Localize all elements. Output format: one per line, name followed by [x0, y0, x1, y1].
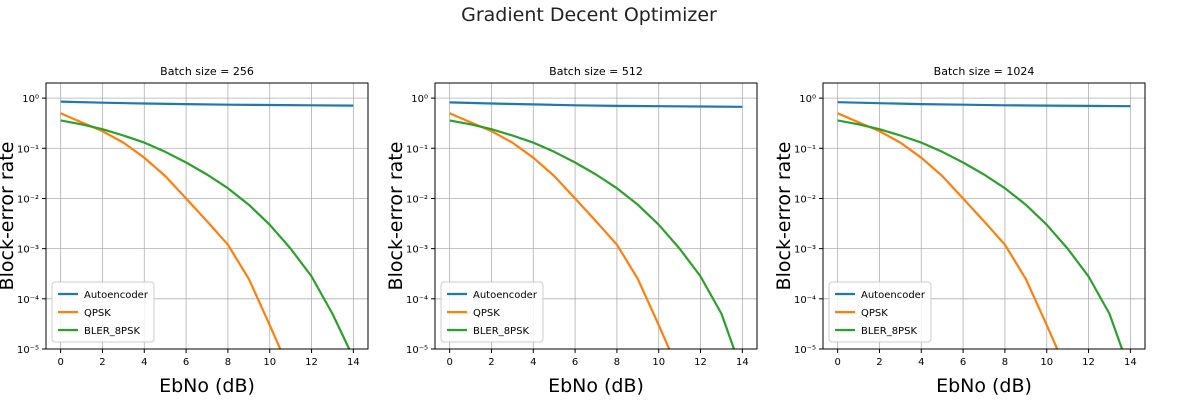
series-line-qpsk	[449, 112, 671, 349]
y-tick-label: 10⁰	[22, 94, 39, 105]
y-axis-label: Block-error rate	[773, 142, 795, 291]
series-line-bler-8psk	[837, 119, 1124, 349]
plot-frame	[434, 82, 758, 350]
y-tick-label: 10⁻²	[406, 194, 428, 205]
y-tick-label: 10⁻³	[794, 245, 816, 256]
x-tick-label: 14	[736, 357, 749, 368]
y-tick-label: 10⁰	[411, 94, 428, 105]
subplot-title: Batch size = 1024	[934, 65, 1035, 78]
figure-title: Gradient Decent Optimizer	[461, 4, 717, 26]
y-tick-label: 10⁻¹	[406, 144, 428, 155]
x-tick-label: 10	[652, 357, 665, 368]
y-tick-label: 10⁻¹	[794, 144, 816, 155]
series-line-qpsk	[837, 112, 1059, 349]
series-line-bler-8psk	[449, 119, 736, 349]
legend-label: QPSK	[84, 308, 111, 319]
x-tick-label: 6	[183, 357, 189, 368]
y-tick-label: 10⁻²	[17, 194, 39, 205]
series-line-autoencoder	[60, 100, 354, 107]
subplot-1: 0 2 4 6 8 10 12 14 10⁰ 10⁻¹ 10⁻² 10⁻³ 10⁻⁴ 10⁻⁵ Batch …	[0, 65, 369, 397]
x-tick-label: 6	[572, 357, 578, 368]
y-axis-label: Block-error rate	[0, 142, 18, 291]
series-line-autoencoder	[449, 101, 743, 108]
legend-label: QPSK	[861, 308, 888, 319]
x-tick-label: 0	[834, 357, 840, 368]
y-tick-label: 10⁻³	[406, 245, 428, 256]
legend-label: QPSK	[473, 308, 500, 319]
x-tick-label: 8	[614, 357, 620, 368]
plot-frame	[822, 82, 1146, 350]
y-tick-label: 10⁰	[799, 94, 816, 105]
x-tick-label: 12	[305, 357, 318, 368]
subplot-title: Batch size = 512	[549, 65, 643, 78]
x-tick-label: 12	[694, 357, 707, 368]
subplot-2: 0 2 4 6 8 10 12 14 10⁰ 10⁻¹ 10⁻² 10⁻³ 10⁻⁴ 10⁻⁵ Batch …	[385, 65, 758, 397]
y-tick-label: 10⁻³	[17, 245, 39, 256]
x-tick-label: 14	[1124, 357, 1137, 368]
x-tick-label: 2	[99, 357, 105, 368]
y-tick-label: 10⁻⁴	[406, 295, 428, 306]
x-tick-label: 4	[141, 357, 147, 368]
legend-label: Autoencoder	[473, 290, 538, 301]
y-tick-label: 10⁻⁴	[17, 295, 39, 306]
subplot-3: 0 2 4 6 8 10 12 14 10⁰ 10⁻¹ 10⁻² 10⁻³ 10⁻⁴ 10⁻⁵ Batch …	[773, 65, 1146, 397]
legend-label: Autoencoder	[861, 290, 926, 301]
x-tick-label: 2	[488, 357, 494, 368]
y-axis-label: Block-error rate	[385, 142, 407, 291]
series-line-autoencoder	[837, 101, 1131, 108]
x-tick-label: 14	[347, 357, 360, 368]
legend-box	[51, 281, 155, 343]
subplot-title: Batch size = 256	[160, 65, 254, 78]
x-tick-label: 0	[57, 357, 63, 368]
y-tick-label: 10⁻¹	[17, 144, 39, 155]
x-tick-label: 10	[1040, 357, 1053, 368]
x-tick-label: 12	[1082, 357, 1095, 368]
legend-label: BLER_8PSK	[861, 326, 917, 337]
y-tick-label: 10⁻⁵	[794, 345, 816, 356]
x-tick-label: 4	[530, 357, 536, 368]
plot-frame	[45, 82, 369, 350]
series-line-bler-8psk	[60, 119, 351, 349]
x-tick-label: 8	[225, 357, 231, 368]
y-tick-label: 10⁻²	[794, 194, 816, 205]
x-tick-label: 0	[446, 357, 452, 368]
legend-label: BLER_8PSK	[84, 326, 140, 337]
x-tick-label: 2	[876, 357, 882, 368]
legend-label: Autoencoder	[84, 290, 149, 301]
x-axis-label: EbNo (dB)	[936, 375, 1032, 397]
y-tick-label: 10⁻⁵	[406, 345, 428, 356]
x-axis-label: EbNo (dB)	[159, 375, 255, 397]
x-tick-label: 10	[263, 357, 276, 368]
x-tick-label: 4	[918, 357, 924, 368]
legend-box	[828, 281, 932, 343]
legend-label: BLER_8PSK	[473, 326, 529, 337]
y-tick-label: 10⁻⁴	[794, 295, 816, 306]
x-tick-label: 8	[1002, 357, 1008, 368]
x-tick-label: 6	[960, 357, 966, 368]
x-axis-label: EbNo (dB)	[548, 375, 644, 397]
y-tick-label: 10⁻⁵	[17, 345, 39, 356]
series-line-qpsk	[60, 112, 282, 349]
legend-box	[440, 281, 544, 343]
